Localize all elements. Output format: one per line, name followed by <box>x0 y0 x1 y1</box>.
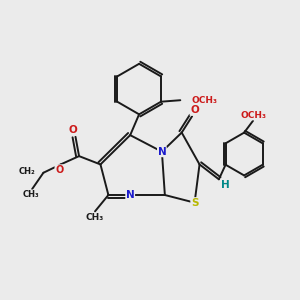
Text: CH₃: CH₃ <box>85 213 103 222</box>
Text: N: N <box>126 190 135 200</box>
Text: O: O <box>55 165 63 175</box>
Text: H: H <box>221 180 230 190</box>
Text: CH₃: CH₃ <box>22 190 39 199</box>
Text: OCH₃: OCH₃ <box>192 96 218 105</box>
Text: O: O <box>190 105 199 115</box>
Text: OCH₃: OCH₃ <box>241 111 267 120</box>
Text: S: S <box>191 198 198 208</box>
Text: CH₂: CH₂ <box>18 167 35 176</box>
Text: O: O <box>68 125 77 135</box>
Text: N: N <box>158 147 166 157</box>
